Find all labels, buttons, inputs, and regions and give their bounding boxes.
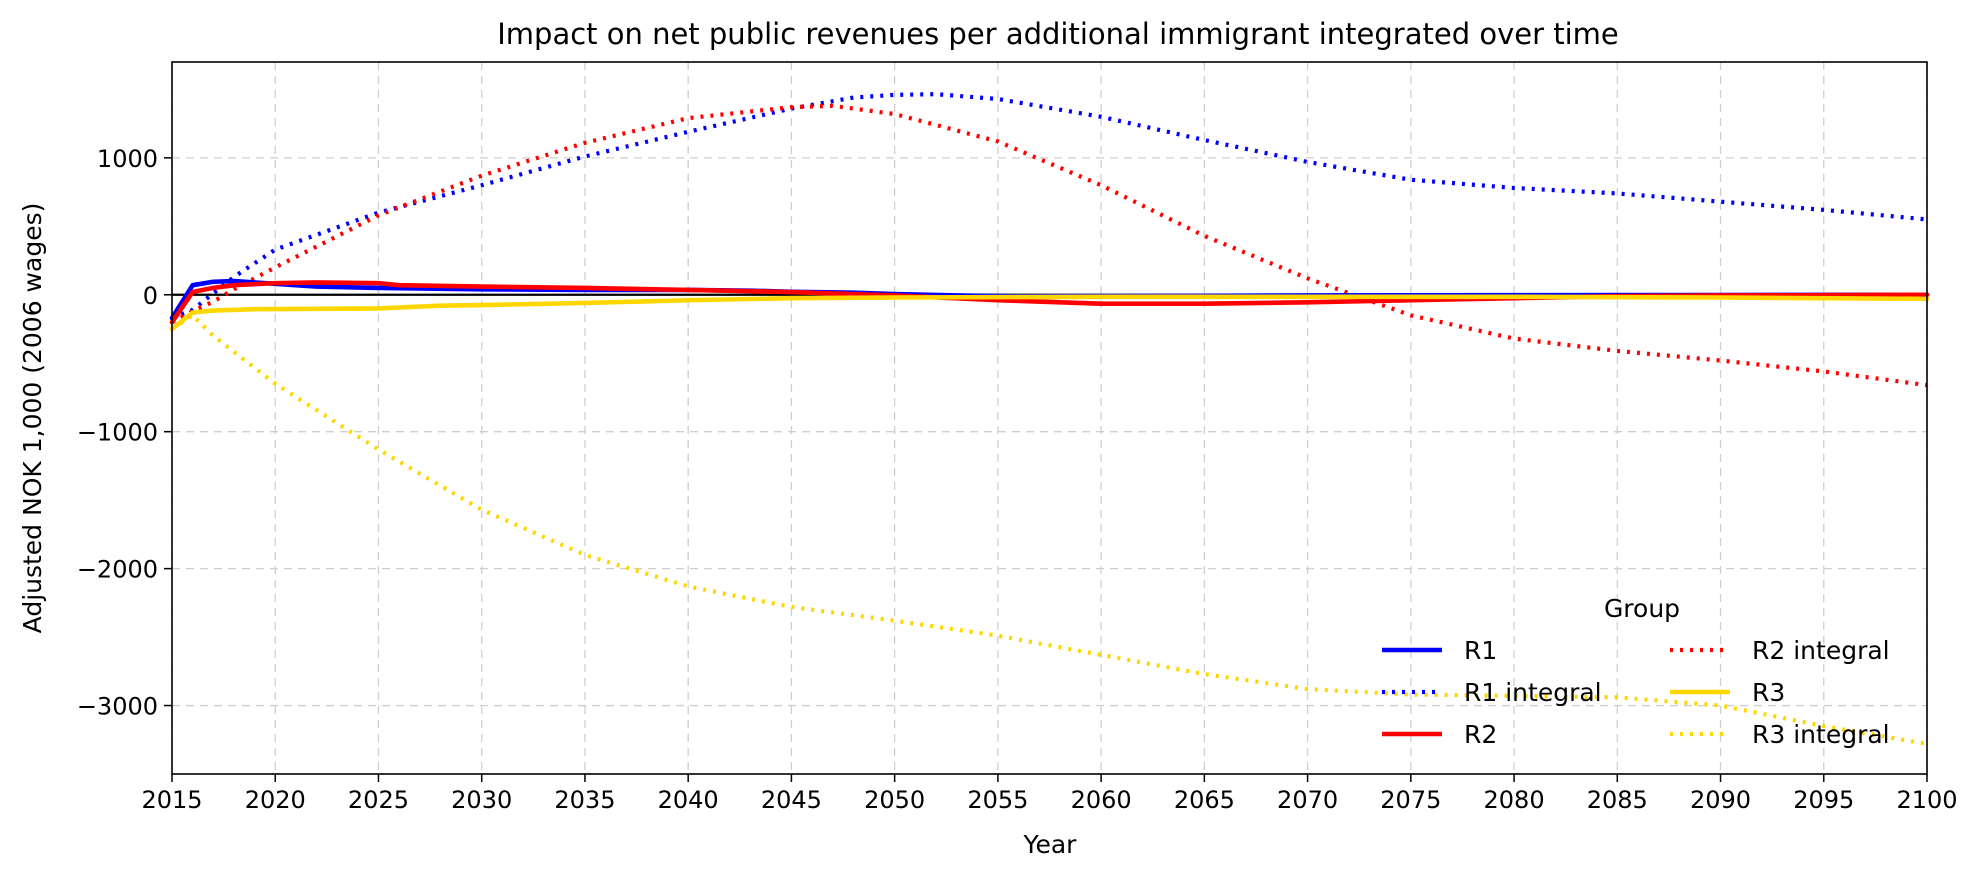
x-tick-label: 2025 [348,786,409,814]
plot-frame [171,61,1928,775]
series-layer [169,92,1930,746]
legend-title: Group [1604,594,1680,623]
legend-label-r1-integral: R1 integral [1464,678,1602,707]
legend-label-r3: R3 [1752,678,1785,707]
legend-label-r1: R1 [1464,636,1497,665]
x-tick-label: 2020 [245,786,306,814]
x-axis: 2015 2020 2025 2030 2035 2040 2045 2050 2055 2060… [141,774,1958,814]
legend: Group R1 R1 integral R2 R2 integral R3 R3 int… [1382,594,1890,749]
series-line-r2 [169,280,1930,325]
x-tick-label: 2075 [1380,786,1441,814]
x-tick-label: 2100 [1896,786,1957,814]
x-tick-label: 2015 [141,786,202,814]
x-tick-label: 2055 [967,786,1028,814]
y-tick-label: 0 [143,282,158,310]
x-tick-label: 2090 [1690,786,1751,814]
legend-label-r3-integral: R3 integral [1752,720,1890,749]
x-tick-label: 2070 [1277,786,1338,814]
x-tick-label: 2040 [658,786,719,814]
y-tick-label: 1000 [97,145,158,173]
x-tick-label: 2085 [1587,786,1648,814]
x-tick-label: 2095 [1793,786,1854,814]
x-tick-label: 2035 [554,786,615,814]
series-line-r3-integral [170,313,1928,746]
x-tick-label: 2030 [451,786,512,814]
x-tick-label: 2045 [761,786,822,814]
y-axis: 1000 0 −1000 −2000 −3000 [77,145,172,721]
chart-title: Impact on net public revenues per additi… [497,17,1619,51]
x-tick-label: 2050 [864,786,925,814]
legend-label-r2-integral: R2 integral [1752,636,1890,665]
x-axis-label: Year [1023,830,1078,859]
legend-items: R1 R1 integral R2 R2 integral R3 R3 integral [1382,636,1890,749]
x-tick-label: 2065 [1174,786,1235,814]
legend-label-r2: R2 [1464,720,1497,749]
y-axis-label: Adjusted NOK 1,000 (2006 wages) [18,203,47,634]
y-tick-label: −1000 [77,419,158,447]
x-tick-label: 2060 [1071,786,1132,814]
y-tick-label: −3000 [77,693,158,721]
series-line-r3 [169,294,1930,332]
x-tick-label: 2080 [1484,786,1545,814]
y-tick-label: −2000 [77,556,158,584]
